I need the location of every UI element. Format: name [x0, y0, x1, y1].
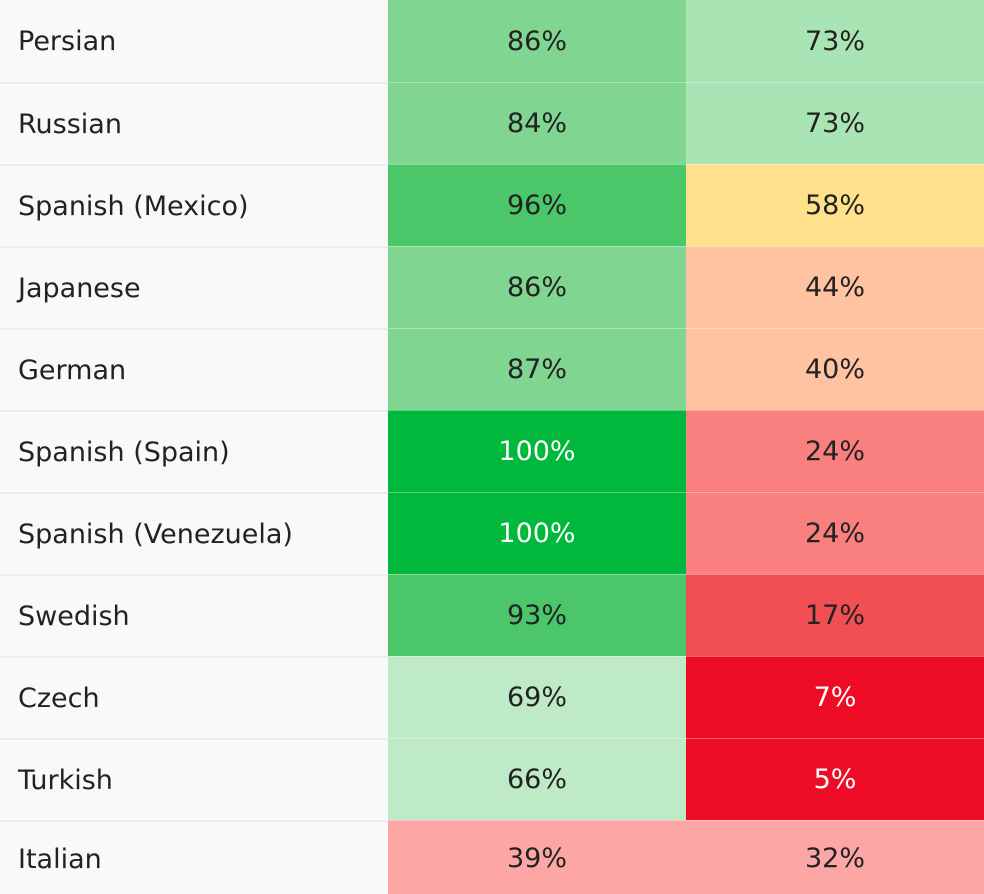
- review-percent-cell: 73%: [686, 82, 984, 164]
- language-name-cell: Turkish: [0, 738, 388, 820]
- review-percent-cell: 58%: [686, 164, 984, 246]
- completion-percent-cell: 100%: [388, 492, 686, 574]
- completion-percent-cell: 66%: [388, 738, 686, 820]
- table-row: Spanish (Venezuela) 100% 24%: [0, 492, 984, 574]
- table-row: Japanese 86% 44%: [0, 246, 984, 328]
- completion-percent-cell: 39%: [388, 820, 686, 894]
- table-row: Russian 84% 73%: [0, 82, 984, 164]
- table-row: Turkish 66% 5%: [0, 738, 984, 820]
- review-percent-cell: 24%: [686, 410, 984, 492]
- completion-percent-cell: 100%: [388, 410, 686, 492]
- review-percent-cell: 44%: [686, 246, 984, 328]
- language-name-cell: Russian: [0, 82, 388, 164]
- table-row: German 87% 40%: [0, 328, 984, 410]
- review-percent-cell: 32%: [686, 820, 984, 894]
- language-name-cell: Japanese: [0, 246, 388, 328]
- language-name-cell: Spanish (Spain): [0, 410, 388, 492]
- table-row: Swedish 93% 17%: [0, 574, 984, 656]
- table-row: Spanish (Mexico) 96% 58%: [0, 164, 984, 246]
- language-name-cell: Swedish: [0, 574, 388, 656]
- table-row: Spanish (Spain) 100% 24%: [0, 410, 984, 492]
- completion-percent-cell: 96%: [388, 164, 686, 246]
- table-row: Italian 39% 32%: [0, 820, 984, 894]
- language-name-cell: Czech: [0, 656, 388, 738]
- language-name-cell: Spanish (Mexico): [0, 164, 388, 246]
- completion-percent-cell: 86%: [388, 246, 686, 328]
- completion-percent-cell: 86%: [388, 0, 686, 82]
- language-name-cell: Italian: [0, 820, 388, 894]
- language-name-cell: Persian: [0, 0, 388, 82]
- review-percent-cell: 24%: [686, 492, 984, 574]
- review-percent-cell: 40%: [686, 328, 984, 410]
- completion-percent-cell: 93%: [388, 574, 686, 656]
- language-name-cell: German: [0, 328, 388, 410]
- table-row: Persian 86% 73%: [0, 0, 984, 82]
- review-percent-cell: 17%: [686, 574, 984, 656]
- completion-percent-cell: 84%: [388, 82, 686, 164]
- language-name-cell: Spanish (Venezuela): [0, 492, 388, 574]
- review-percent-cell: 7%: [686, 656, 984, 738]
- review-percent-cell: 5%: [686, 738, 984, 820]
- review-percent-cell: 73%: [686, 0, 984, 82]
- table-row: Czech 69% 7%: [0, 656, 984, 738]
- completion-percent-cell: 87%: [388, 328, 686, 410]
- completion-percent-cell: 69%: [388, 656, 686, 738]
